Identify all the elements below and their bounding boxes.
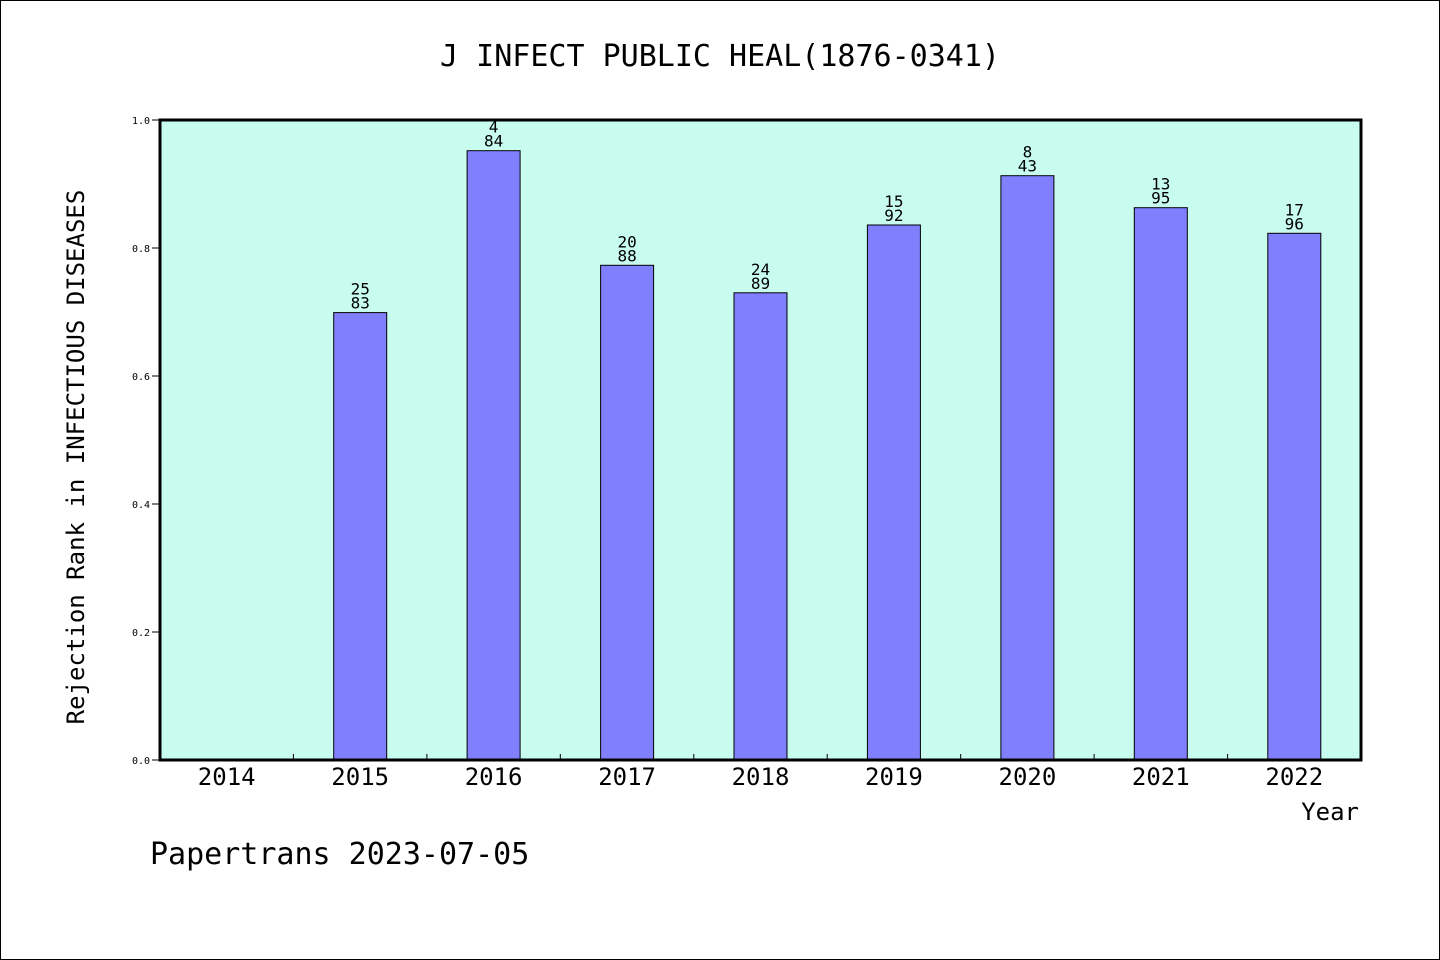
plot-border bbox=[158, 118, 1363, 762]
y-axis-ticks: 0.0 0.2 0.4 0.6 0.8 1.0 bbox=[132, 116, 160, 767]
bar-2015 bbox=[333, 312, 388, 761]
bar-label-bottom-2018: 89 bbox=[751, 274, 770, 293]
bar-label-bottom-2021: 95 bbox=[1151, 189, 1170, 208]
bar-2022 bbox=[1267, 232, 1322, 761]
bar-label-bottom-2020: 43 bbox=[1018, 157, 1037, 176]
bar-label-top-2015: 25 bbox=[351, 280, 370, 299]
x-tick-label-2021: 2021 bbox=[1132, 763, 1190, 791]
bar-label-bottom-2022: 96 bbox=[1285, 214, 1304, 233]
bar-label-bottom-2015: 83 bbox=[351, 294, 370, 313]
bar-label-top-2022: 17 bbox=[1285, 200, 1304, 219]
bar-2019 bbox=[866, 224, 921, 761]
bar-label-top-2018: 24 bbox=[751, 260, 770, 279]
x-axis-ticks: 2014 2015 2016 2017 2018 2019 2020 2021 2022 bbox=[198, 754, 1323, 791]
x-tick-label-2020: 2020 bbox=[999, 763, 1057, 791]
bar-2018 bbox=[733, 292, 788, 761]
y-axis-label: Rejection Rank in INFECTIOUS DISEASES bbox=[62, 190, 90, 725]
x-tick-label-2014: 2014 bbox=[198, 763, 256, 791]
bar-label-top-2017: 20 bbox=[617, 232, 636, 251]
bar-label-bottom-2019: 92 bbox=[884, 206, 903, 225]
x-tick-label-2018: 2018 bbox=[732, 763, 790, 791]
y-tick-label-0.4: 0.4 bbox=[132, 500, 150, 511]
x-tick-label-2017: 2017 bbox=[598, 763, 656, 791]
y-tick-label-1.0: 1.0 bbox=[132, 116, 150, 127]
x-tick-label-2022: 2022 bbox=[1265, 763, 1323, 791]
bar-label-top-2020: 8 bbox=[1023, 143, 1033, 162]
bar-label-top-2021: 13 bbox=[1151, 175, 1170, 194]
y-tick-label-0.0: 0.0 bbox=[132, 756, 150, 767]
y-tick-label-0.2: 0.2 bbox=[132, 628, 150, 639]
x-axis-label: Year bbox=[1301, 798, 1359, 826]
bar-label-top-2016: 4 bbox=[489, 118, 499, 137]
bar-2016 bbox=[466, 150, 521, 761]
chart-title: J INFECT PUBLIC HEAL(1876-0341) bbox=[440, 39, 1000, 74]
x-tick-label-2016: 2016 bbox=[465, 763, 523, 791]
bar-2017 bbox=[600, 264, 655, 761]
y-tick-label-0.8: 0.8 bbox=[132, 244, 150, 255]
bar-label-top-2019: 15 bbox=[884, 192, 903, 211]
bar-label-bottom-2016: 84 bbox=[484, 132, 503, 151]
bar-2021 bbox=[1133, 207, 1188, 761]
bar-label-bottom-2017: 88 bbox=[617, 246, 636, 265]
x-tick-label-2019: 2019 bbox=[865, 763, 923, 791]
bar-2020 bbox=[1000, 175, 1055, 761]
x-tick-label-2015: 2015 bbox=[331, 763, 389, 791]
y-tick-label-0.6: 0.6 bbox=[132, 372, 150, 383]
bars-group bbox=[333, 150, 1322, 761]
footer-credit: Papertrans 2023-07-05 bbox=[150, 837, 529, 872]
